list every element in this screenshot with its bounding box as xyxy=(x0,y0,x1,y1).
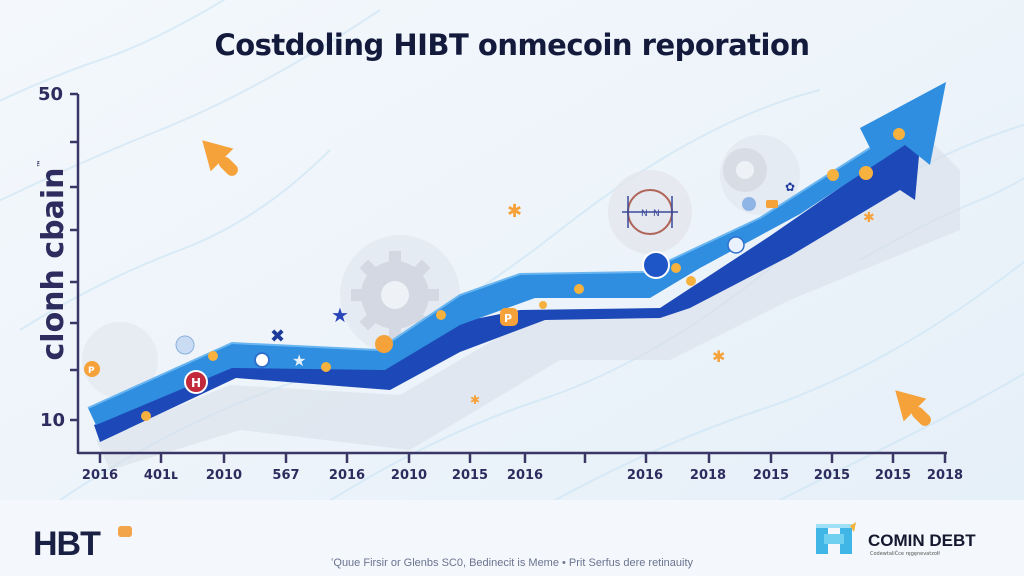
x-tick-label: 2010 xyxy=(205,468,243,483)
trend-arrow-top xyxy=(88,82,946,425)
coin-markers: P H ★ P ✖ ★ ✱ ✱ ✱ ✱ ✿ xyxy=(84,128,905,421)
footer-bar xyxy=(0,500,1024,576)
globe-icon xyxy=(742,197,756,211)
svg-text:P: P xyxy=(504,312,512,325)
coin-icon xyxy=(84,361,100,377)
k-coin-icon xyxy=(375,335,393,353)
x-tick-label: 2018 xyxy=(689,468,727,483)
x-axis xyxy=(78,451,947,463)
ring-icon xyxy=(254,352,270,368)
clock-icon: N N xyxy=(622,189,678,235)
x-tick-label: 2015 xyxy=(813,468,851,483)
x-tick-label: 567 xyxy=(272,468,300,483)
sparkle-icon: ✱ xyxy=(470,393,480,407)
x-tick-label: 401ʟ xyxy=(143,468,179,483)
tag-icon xyxy=(766,200,778,208)
globe-icon xyxy=(175,335,195,355)
y-tick-top: 50 xyxy=(38,84,64,105)
star-icon: ★ xyxy=(292,351,306,370)
comin-debt-wordmark: COMIN DEBT xyxy=(868,531,976,550)
x-tick-label: 2016 xyxy=(328,468,366,483)
x-tick-label: 2015 xyxy=(451,468,489,483)
x-icon: ✖ xyxy=(270,326,285,347)
coin-icon xyxy=(141,411,151,421)
coin-icon xyxy=(208,351,218,361)
trend-shadow xyxy=(96,140,960,470)
svg-text:H: H xyxy=(191,376,201,390)
gear-icon-right xyxy=(723,148,767,192)
x-tick-label: 2016 xyxy=(81,468,119,483)
footnote: ʻQuue Firsir or Glenbs SC0, Bedinecit is… xyxy=(330,557,694,569)
coin-icon xyxy=(436,310,446,320)
coin-icon xyxy=(539,301,547,309)
comin-debt-logo: COMIN DEBT CodewtaliĆce ręgęnevatzołł xyxy=(814,522,994,558)
coin-icon xyxy=(827,169,839,181)
lock-icon xyxy=(727,236,745,254)
x-tick-label: 2015 xyxy=(874,468,912,483)
x-tick-label: 2010 xyxy=(390,468,428,483)
left-halo xyxy=(82,322,158,398)
coin-icon xyxy=(859,166,873,180)
sparkle-icon: ✱ xyxy=(712,347,725,366)
x-tick-label: 2015 xyxy=(752,468,790,483)
p-badge-icon xyxy=(500,308,518,326)
comin-debt-mark-icon xyxy=(816,522,856,554)
svg-text:N: N xyxy=(653,209,660,219)
coin-icon xyxy=(574,284,584,294)
coin-icon xyxy=(893,128,905,140)
hbt-logo-badge-icon xyxy=(118,526,132,537)
svg-text:P: P xyxy=(88,366,95,376)
elephant-badge-icon xyxy=(642,251,670,279)
coin-icon xyxy=(321,362,331,372)
y-axis xyxy=(70,92,80,454)
coin-icon xyxy=(686,276,696,286)
orange-arrow-up-right-icon xyxy=(202,140,238,176)
orange-arrow-up-left-icon xyxy=(895,390,931,426)
x-tick-label: 2016 xyxy=(506,468,544,483)
chart-title: Costdoling HIBT onmecoin reporation xyxy=(214,28,810,62)
flower-icon: ✿ xyxy=(785,180,795,194)
y-axis-title: clonh cbain™ xyxy=(36,159,71,361)
hbt-logo: HBT xyxy=(33,525,101,563)
x-tick-label: 2018 xyxy=(926,468,964,483)
sparkle-icon: ✱ xyxy=(507,201,522,222)
x-tick-label: 2016 xyxy=(626,468,664,483)
star-icon: ★ xyxy=(331,303,349,327)
gear-icon xyxy=(351,251,439,339)
coin-icon xyxy=(671,263,681,273)
sparkle-icon: ✱ xyxy=(863,210,875,226)
h-badge-icon xyxy=(184,370,208,394)
svg-text:N: N xyxy=(641,209,648,219)
y-tick-bottom: 10 xyxy=(40,410,66,431)
trend-arrow-highlight xyxy=(87,147,871,409)
comin-debt-tagline: CodewtaliĆce ręgęnevatzołł xyxy=(870,551,940,557)
